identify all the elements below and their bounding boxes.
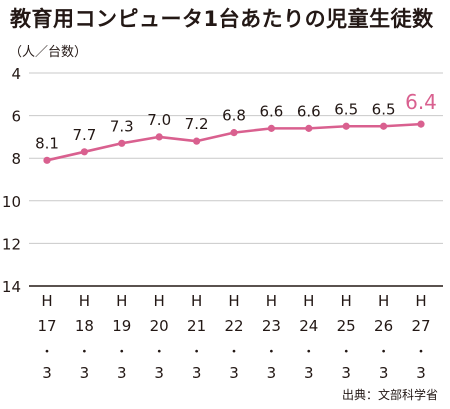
x-tick-label: H 22 ・ 3 bbox=[224, 292, 243, 382]
x-tick-label-part: 3 bbox=[304, 364, 314, 382]
data-label: 7.0 bbox=[147, 111, 171, 129]
x-tick-label-part: H bbox=[378, 292, 389, 310]
y-tick-label: 8 bbox=[11, 150, 21, 168]
x-tick-label-part: 3 bbox=[267, 364, 277, 382]
x-tick-label-part: 3 bbox=[341, 364, 351, 382]
data-point bbox=[380, 122, 388, 130]
x-tick-label-part: 27 bbox=[411, 317, 430, 335]
x-tick-label: H 21 ・ 3 bbox=[187, 292, 206, 382]
x-tick-label-part: ・ bbox=[227, 345, 240, 360]
x-tick-label: H 23 ・ 3 bbox=[262, 292, 281, 382]
data-label: 6.5 bbox=[372, 100, 396, 118]
x-tick-label-part: H bbox=[79, 292, 90, 310]
x-tick-label-part: 24 bbox=[299, 317, 318, 335]
data-label: 6.8 bbox=[222, 107, 246, 125]
x-tick-label-part: 3 bbox=[192, 364, 202, 382]
x-tick-label-part: 3 bbox=[80, 364, 90, 382]
x-tick-label-part: 21 bbox=[187, 317, 206, 335]
y-tick-label: 4 bbox=[11, 65, 21, 83]
data-label: 7.3 bbox=[110, 117, 134, 135]
x-tick-label-part: 3 bbox=[229, 364, 239, 382]
x-tick-label-part: 17 bbox=[37, 317, 56, 335]
data-point bbox=[417, 120, 425, 128]
y-tick-label: 6 bbox=[11, 108, 21, 126]
x-tick-label-part: ・ bbox=[414, 345, 427, 360]
x-tick-label: H 27 ・ 3 bbox=[411, 292, 430, 382]
x-tick-label-part: ・ bbox=[302, 345, 315, 360]
x-tick-label-part: 18 bbox=[75, 317, 94, 335]
x-tick-label-part: 3 bbox=[379, 364, 389, 382]
x-tick-label: H 19 ・ 3 bbox=[112, 292, 131, 382]
x-tick-label: H 24 ・ 3 bbox=[299, 292, 318, 382]
data-point bbox=[267, 124, 275, 132]
x-tick-label-part: 23 bbox=[262, 317, 281, 335]
data-point bbox=[230, 129, 238, 137]
data-label: 6.6 bbox=[259, 102, 283, 120]
x-tick-label-part: H bbox=[266, 292, 277, 310]
x-tick-label-part: 26 bbox=[374, 317, 393, 335]
data-point bbox=[342, 122, 350, 130]
x-tick-label: H 18 ・ 3 bbox=[75, 292, 94, 382]
x-tick-label-part: ・ bbox=[377, 345, 390, 360]
x-tick-label: H 26 ・ 3 bbox=[374, 292, 393, 382]
x-tick-label-part: H bbox=[415, 292, 426, 310]
x-tick-label: H 17 ・ 3 bbox=[37, 292, 56, 382]
y-tick-label: 10 bbox=[2, 193, 21, 211]
data-point bbox=[193, 137, 201, 145]
x-tick-label-part: 3 bbox=[416, 364, 426, 382]
data-point bbox=[43, 156, 51, 164]
chart-title: 教育用コンピュータ1台あたりの児童生徒数 bbox=[10, 7, 434, 31]
x-tick-label: H 25 ・ 3 bbox=[337, 292, 356, 382]
data-point bbox=[155, 133, 163, 141]
x-tick-label-part: H bbox=[191, 292, 202, 310]
x-tick-label-part: 25 bbox=[337, 317, 356, 335]
data-point bbox=[80, 148, 88, 156]
x-tick-label-part: ・ bbox=[40, 345, 53, 360]
x-tick-label-part: 3 bbox=[42, 364, 52, 382]
x-tick-label-part: 20 bbox=[150, 317, 169, 335]
source-note: 出典：文部科学省 bbox=[341, 388, 438, 402]
x-tick-label-part: ・ bbox=[153, 345, 166, 360]
x-tick-label-part: 22 bbox=[224, 317, 243, 335]
y-tick-label: 12 bbox=[2, 235, 21, 253]
x-tick-label-part: H bbox=[116, 292, 127, 310]
x-tick-label-part: 19 bbox=[112, 317, 131, 335]
x-tick-label: H 20 ・ 3 bbox=[150, 292, 169, 382]
y-axis-unit-label: （人／台数） bbox=[9, 45, 88, 60]
x-tick-label-part: H bbox=[154, 292, 165, 310]
data-point bbox=[118, 139, 126, 147]
data-label: 7.2 bbox=[185, 115, 209, 133]
data-label: 6.6 bbox=[297, 102, 321, 120]
data-point bbox=[305, 124, 313, 132]
x-tick-label-part: H bbox=[303, 292, 314, 310]
x-tick-label-part: ・ bbox=[115, 345, 128, 360]
x-tick-label-part: H bbox=[341, 292, 352, 310]
data-label: 7.7 bbox=[72, 126, 96, 144]
x-tick-label-part: H bbox=[228, 292, 239, 310]
x-tick-label-part: 3 bbox=[154, 364, 164, 382]
x-tick-label-part: 3 bbox=[117, 364, 127, 382]
x-tick-label-part: H bbox=[41, 292, 52, 310]
x-tick-label-part: ・ bbox=[340, 345, 353, 360]
data-label: 8.1 bbox=[35, 134, 59, 152]
y-tick-label: 14 bbox=[2, 278, 21, 296]
x-tick-label-part: ・ bbox=[190, 345, 203, 360]
x-tick-label-part: ・ bbox=[78, 345, 91, 360]
data-label: 6.5 bbox=[334, 100, 358, 118]
x-tick-label-part: ・ bbox=[265, 345, 278, 360]
data-label-highlight: 6.4 bbox=[405, 90, 437, 114]
